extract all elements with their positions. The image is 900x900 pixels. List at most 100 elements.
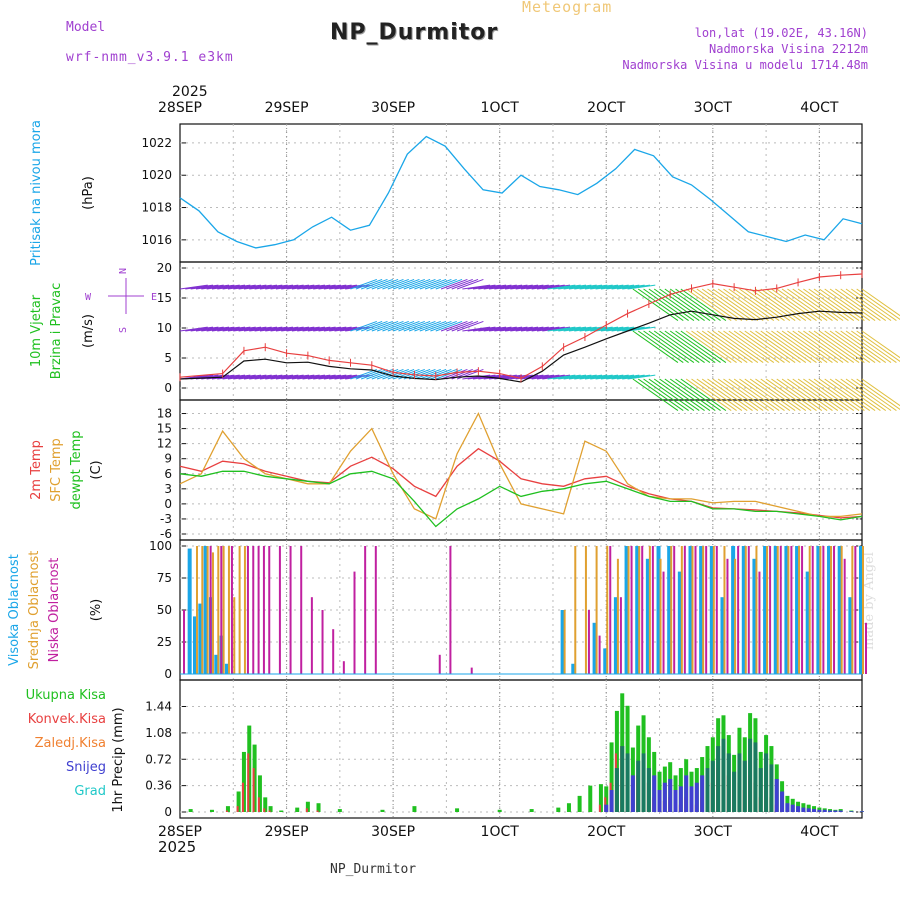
wind-barb [366, 320, 393, 332]
wind-barb [339, 374, 368, 380]
wind-barb [611, 284, 640, 290]
wind-barb [281, 284, 310, 290]
wind-barb [313, 374, 342, 380]
cloud-bar-low [268, 546, 271, 674]
wind-barb [792, 330, 839, 363]
precip-bar-snow [817, 809, 822, 812]
wind-barb [243, 374, 272, 380]
wind-barb [829, 330, 876, 363]
cloud-bar-mid [211, 552, 214, 674]
cloud-bar-low [587, 610, 590, 674]
cloud-bar-low [715, 546, 718, 674]
wind-barb [392, 320, 420, 332]
wind-barb [329, 284, 357, 290]
wind-barb [414, 320, 441, 332]
wind-barb [435, 278, 463, 290]
wind-barb [840, 330, 887, 363]
wind-barb [797, 330, 844, 363]
time-label-bottom: 3OCT [694, 824, 733, 840]
location-coords: lon,lat (19.02E, 43.16N) [694, 26, 868, 40]
wind-barb [755, 378, 801, 411]
wind-barb [291, 374, 320, 380]
pressure-tick-label: 1022 [141, 136, 172, 150]
wind-barb [749, 330, 796, 363]
wind-barb [345, 284, 373, 290]
wind-barb [233, 374, 262, 380]
cloud-bar-low [811, 546, 814, 674]
cloud-label-mid: Srednja Oblacnost [27, 551, 42, 670]
wind-barb [526, 326, 555, 332]
cloud-bar-high [203, 546, 208, 674]
wind-barb [424, 278, 452, 290]
wind-barb [755, 330, 801, 363]
cloud-bar-low [843, 558, 846, 674]
wind-barb [440, 278, 468, 290]
precip-bar-snow [689, 786, 694, 812]
time-label-bottom: 28SEP [158, 824, 202, 840]
cloud-bar-mid [851, 546, 854, 674]
precip-tick-label: 0 [164, 805, 172, 819]
wind-barb [595, 374, 624, 380]
wind-barb [616, 326, 645, 332]
wind-barb [408, 368, 436, 380]
wind-barb [339, 284, 368, 290]
wind-barb [733, 330, 780, 363]
compass-south: S [118, 327, 129, 333]
cloud-bar-low [252, 546, 255, 674]
precip-legend-2: Konvek.Kisa [28, 712, 106, 727]
wind-barb [563, 284, 592, 290]
wind-barb [323, 326, 352, 332]
year-top: 2025 [172, 84, 208, 100]
wind-barb [249, 374, 278, 380]
precip-bar-snow [764, 753, 769, 812]
precip-bar-total [497, 809, 502, 812]
wind-barb [739, 378, 785, 411]
wind-barb [254, 374, 283, 380]
wind-barb [829, 288, 876, 321]
cloud-bar-mid [734, 558, 737, 674]
cloud-bar-mid [744, 546, 747, 674]
wind-barb [835, 378, 881, 411]
wind-barb [622, 374, 651, 380]
wind-barb [440, 368, 468, 380]
cloud-bar-mid [206, 546, 209, 674]
wind-barb [728, 330, 775, 363]
cloud-bar-mid [227, 546, 230, 674]
wind-barb [307, 284, 336, 290]
precip-bar-snow [748, 738, 753, 812]
precip-bar-snow [769, 764, 774, 812]
temp-label-sfc: SFC Temp [49, 438, 64, 502]
cloud-bar-high [816, 546, 821, 674]
wind-barb [733, 378, 780, 411]
cloud-bar-high [624, 546, 629, 674]
wind-barb [382, 368, 409, 380]
wind-barb [851, 330, 897, 363]
precip-bar-snow [790, 804, 795, 812]
wind-barb [435, 320, 463, 332]
wind-barb [744, 330, 791, 363]
wind-barb [222, 374, 251, 380]
cloud-tick-label: 50 [157, 603, 172, 617]
wind-barb [606, 284, 635, 290]
precip-bar-snow [636, 760, 641, 812]
wind-barb [206, 284, 235, 290]
wind-barb [851, 378, 897, 411]
wind-barb [467, 326, 496, 332]
wind-barb [222, 326, 251, 332]
wind-barb [696, 288, 743, 321]
wind-barb [856, 378, 900, 410]
wind-barb [302, 284, 331, 290]
model-name: wrf-nmm_v3.9.1 e3km [66, 50, 234, 65]
wind-barb [462, 326, 491, 332]
wind-barb [691, 288, 737, 321]
wind-barb [329, 326, 357, 332]
cloud-label-low: Niska Oblacnost [47, 558, 62, 663]
wind-barb [568, 326, 597, 332]
wind-barb [281, 374, 310, 380]
cloud-bar-mid [616, 558, 619, 674]
wind-barb [275, 374, 304, 380]
wind-barb [776, 288, 823, 321]
time-label-bottom: 1OCT [481, 824, 520, 840]
wind-barb [286, 374, 315, 380]
cloud-bar-low [726, 558, 729, 674]
